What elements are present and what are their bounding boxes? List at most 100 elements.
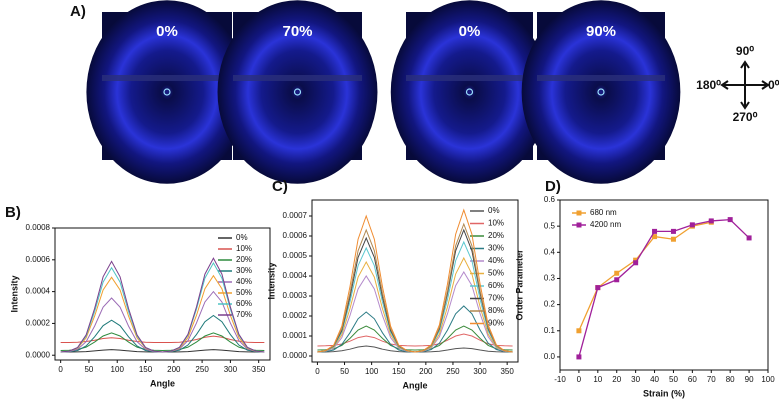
x-tick-label: 30 bbox=[631, 375, 640, 384]
panel-label: B) bbox=[5, 204, 21, 221]
compass-label: 270⁰ bbox=[733, 110, 758, 124]
beam-center bbox=[597, 88, 605, 96]
legend-label: 70% bbox=[236, 310, 252, 319]
series-line bbox=[60, 257, 265, 353]
x-tick-label: 300 bbox=[224, 365, 238, 374]
compass-label: 0⁰ bbox=[768, 78, 779, 92]
plot-frame bbox=[311, 199, 519, 363]
panel-label: A) bbox=[70, 3, 86, 20]
x-tick-label: 10 bbox=[593, 375, 602, 384]
x-tick-label: 150 bbox=[392, 367, 406, 376]
compass-label: 180⁰ bbox=[696, 78, 721, 92]
legend-label: 90% bbox=[488, 319, 504, 328]
series-line bbox=[578, 221, 712, 332]
series-line bbox=[60, 335, 265, 344]
data-point bbox=[746, 235, 752, 241]
legend-label: 80% bbox=[488, 306, 504, 315]
y-axis-title: Intensity bbox=[9, 275, 19, 312]
series-line bbox=[317, 222, 513, 353]
x-axis-title: Strain (%) bbox=[643, 388, 685, 398]
y-tick-label: 0.0004 bbox=[26, 287, 51, 296]
legend-label: 50% bbox=[488, 269, 504, 278]
legend-marker bbox=[576, 222, 582, 228]
data-point bbox=[652, 228, 658, 234]
y-tick-label: 0.0002 bbox=[283, 311, 308, 320]
series-line bbox=[60, 332, 265, 351]
beam-center bbox=[293, 88, 302, 96]
panel-label: D) bbox=[545, 178, 561, 195]
legend-label: 50% bbox=[236, 288, 252, 297]
legend-label: 20% bbox=[236, 255, 252, 264]
x-tick-label: 250 bbox=[446, 367, 460, 376]
x-tick-label: 350 bbox=[500, 367, 514, 376]
beam-stop bbox=[406, 75, 533, 81]
beam-center bbox=[163, 88, 171, 96]
legend-label: 30% bbox=[236, 266, 252, 275]
x-tick-label: 90 bbox=[745, 375, 754, 384]
compass bbox=[720, 60, 770, 110]
y-tick-label: 0.4 bbox=[544, 247, 556, 256]
x-tick-label: 250 bbox=[195, 365, 209, 374]
y-tick-label: 0.5 bbox=[544, 221, 556, 230]
beam-stop bbox=[102, 75, 232, 81]
scattering-images: 0% 70% 0% 90% bbox=[86, 0, 681, 184]
legend-label: 680 nm bbox=[590, 208, 617, 217]
legend-label: 40% bbox=[488, 256, 504, 265]
x-tick-label: -10 bbox=[554, 375, 566, 384]
x-tick-label: 60 bbox=[688, 375, 697, 384]
legend-label: 60% bbox=[236, 299, 252, 308]
data-point bbox=[595, 285, 601, 291]
x-axis-title: Angle bbox=[402, 380, 427, 390]
x-tick-label: 200 bbox=[419, 367, 433, 376]
y-tick-label: 0.2 bbox=[544, 300, 556, 309]
legend-label: 20% bbox=[488, 231, 504, 240]
y-tick-label: 0.0007 bbox=[283, 211, 308, 220]
y-tick-label: 0.1 bbox=[544, 326, 556, 335]
data-point bbox=[708, 218, 714, 224]
data-point bbox=[614, 277, 620, 283]
legend-label: 60% bbox=[488, 281, 504, 290]
x-tick-label: 50 bbox=[340, 367, 349, 376]
plot-frame bbox=[559, 199, 769, 371]
legend-label: 4200 nm bbox=[590, 220, 621, 229]
x-tick-label: 50 bbox=[669, 375, 678, 384]
x-tick-label: 70 bbox=[707, 375, 716, 384]
x-tick-label: 40 bbox=[650, 375, 659, 384]
y-tick-label: 0.3 bbox=[544, 274, 556, 283]
data-point bbox=[727, 217, 733, 223]
data-point bbox=[576, 354, 582, 360]
data-point bbox=[633, 257, 639, 263]
y-tick-label: 0.0005 bbox=[283, 251, 308, 260]
x-tick-label: 0 bbox=[58, 365, 63, 374]
data-point bbox=[670, 228, 676, 234]
y-tick-label: 0.0000 bbox=[283, 351, 308, 360]
x-tick-label: 200 bbox=[167, 365, 181, 374]
y-tick-label: 0.0 bbox=[544, 352, 556, 361]
beam-stop bbox=[233, 75, 362, 81]
legend-label: 70% bbox=[488, 294, 504, 303]
scattering-ring bbox=[217, 0, 378, 184]
x-tick-label: 350 bbox=[252, 365, 266, 374]
x-tick-label: 100 bbox=[365, 367, 379, 376]
legend-label: 40% bbox=[236, 277, 252, 286]
data-point bbox=[689, 222, 695, 228]
series-line bbox=[317, 208, 513, 353]
x-tick-label: 20 bbox=[612, 375, 621, 384]
legend-label: 10% bbox=[236, 244, 252, 253]
x-tick-label: 150 bbox=[139, 365, 153, 374]
x-tick-label: 80 bbox=[726, 375, 735, 384]
y-tick-label: 0.0002 bbox=[26, 319, 51, 328]
legend-label: 30% bbox=[488, 244, 504, 253]
data-point bbox=[652, 234, 658, 240]
series-line bbox=[578, 218, 750, 358]
data-point bbox=[633, 260, 639, 266]
compass-label: 90⁰ bbox=[736, 44, 754, 58]
panel-label: C) bbox=[272, 178, 288, 195]
series-line bbox=[317, 325, 513, 351]
legend-marker bbox=[576, 210, 582, 216]
y-tick-label: 0.0006 bbox=[283, 231, 308, 240]
x-tick-label: 100 bbox=[111, 365, 125, 374]
x-tick-label: 0 bbox=[315, 367, 320, 376]
y-tick-label: 0.0006 bbox=[26, 255, 51, 264]
